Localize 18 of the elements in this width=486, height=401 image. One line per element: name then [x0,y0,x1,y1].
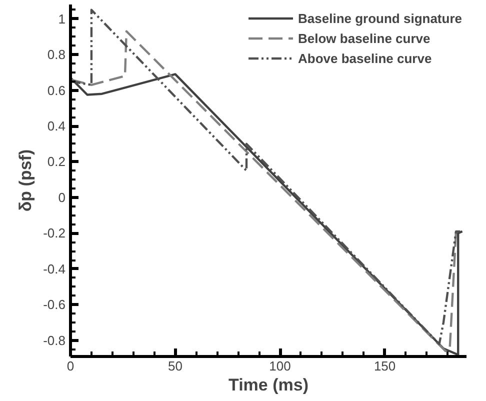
y-tick-label: -0.4 [43,261,66,276]
y-tick-label: 1 [58,11,66,26]
y-tick-label: 0.2 [47,154,66,170]
y-tick-label: 0.4 [47,118,66,134]
legend-label: Below baseline curve [298,30,430,46]
x-tick-label: 150 [374,358,396,374]
y-axis-title: δp (psf) [16,149,36,212]
legend-label: Above baseline curve [298,50,432,66]
legend-label: Baseline ground signature [298,10,462,26]
x-tick-label: 100 [269,358,291,374]
x-axis-title: Time (ms) [228,376,309,394]
y-tick-label: -0.6 [43,297,66,312]
y-tick-label: -0.2 [43,226,66,241]
x-tick-label: 50 [168,358,182,374]
y-tick-label: -0.8 [43,332,66,348]
y-tick-label: 0.8 [47,47,66,62]
y-tick-label: 0 [58,190,66,205]
y-tick-label: 0.6 [47,82,66,98]
